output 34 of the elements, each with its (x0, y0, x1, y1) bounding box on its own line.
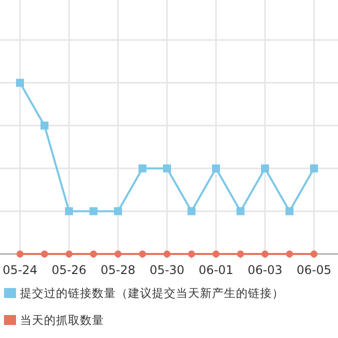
point (41, 250, 48, 258)
point (40, 122, 48, 130)
x-tick-label: 06-05 (296, 263, 332, 277)
x-tick-label: 05-26 (52, 263, 86, 277)
point (16, 250, 24, 258)
point (286, 207, 294, 216)
point (212, 164, 220, 172)
point (236, 207, 244, 216)
x-tick-label: 05-28 (100, 263, 136, 277)
point (212, 250, 220, 258)
point (164, 250, 170, 258)
point (188, 250, 195, 258)
x-tick-label: 06-01 (198, 263, 234, 277)
point (286, 250, 293, 258)
x-tick-label: 05-24 (2, 263, 38, 277)
point (310, 250, 318, 258)
point (114, 250, 122, 258)
point (188, 207, 196, 216)
point (90, 250, 97, 258)
point (310, 164, 318, 172)
point (261, 164, 269, 172)
point (237, 250, 244, 258)
point (65, 207, 73, 216)
legend-label: 当天的抓取数量 (20, 313, 104, 327)
point (90, 207, 98, 216)
point (139, 250, 146, 258)
point (262, 250, 268, 258)
x-tick-label: 05-30 (150, 263, 184, 277)
point (114, 207, 122, 216)
x-tick-label: 06-03 (248, 263, 282, 277)
point (138, 164, 146, 172)
point (66, 250, 72, 258)
point (16, 78, 24, 87)
point (163, 164, 171, 172)
